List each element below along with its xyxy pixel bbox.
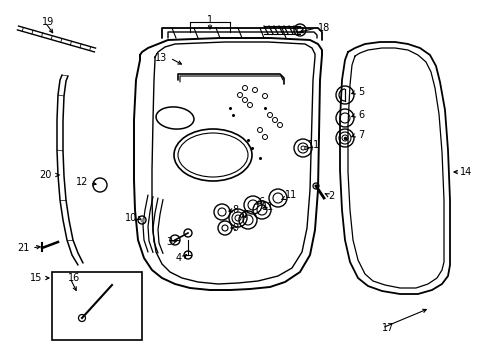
Text: 8: 8 [232, 205, 238, 215]
Text: 7: 7 [242, 210, 248, 220]
Text: 7: 7 [358, 130, 364, 140]
Text: 14: 14 [460, 167, 472, 177]
Text: 5: 5 [358, 87, 364, 97]
Text: 15: 15 [29, 273, 42, 283]
Text: 20: 20 [40, 170, 52, 180]
Text: 10: 10 [125, 213, 137, 223]
Text: 2: 2 [328, 191, 334, 201]
Text: 12: 12 [75, 177, 88, 187]
Text: 17: 17 [382, 323, 394, 333]
Text: 21: 21 [18, 243, 30, 253]
Text: 11: 11 [262, 202, 274, 212]
Text: 19: 19 [42, 17, 54, 27]
Text: 11: 11 [308, 140, 320, 150]
Text: 18: 18 [318, 23, 330, 33]
Text: 16: 16 [68, 273, 80, 283]
Text: 11: 11 [285, 190, 297, 200]
Text: 13: 13 [155, 53, 167, 63]
Text: 6: 6 [258, 197, 264, 207]
Text: 1: 1 [207, 15, 213, 25]
Text: 4: 4 [176, 253, 182, 263]
Text: 9: 9 [232, 223, 238, 233]
Text: 6: 6 [358, 110, 364, 120]
Text: 3: 3 [166, 237, 172, 247]
